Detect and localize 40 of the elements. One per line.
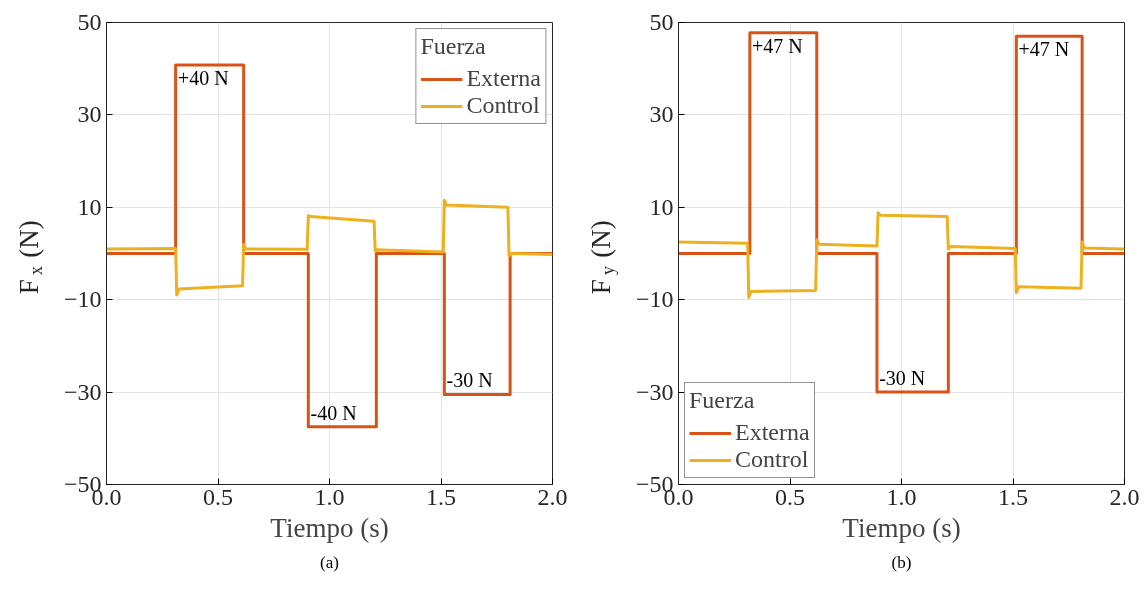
y-axis-title: Fx (N) — [13, 220, 46, 295]
legend-title: Fuerza — [689, 387, 756, 414]
legend-label: Control — [735, 446, 809, 473]
x-axis-title: Tiempo (s) — [842, 512, 961, 543]
x-tick-label: 0.5 — [775, 483, 805, 510]
y-axis-title: Fy (N) — [585, 220, 618, 295]
annotation: -30 N — [879, 367, 926, 390]
y-tick-label: 30 — [77, 101, 102, 128]
y-tick-label: 50 — [77, 9, 102, 35]
line-series — [678, 211, 1125, 299]
annotation: +47 N — [1018, 38, 1070, 61]
y-tick-label: −30 — [63, 378, 102, 405]
y-tick-label: −10 — [635, 286, 674, 313]
legend-label: Externa — [466, 65, 541, 92]
legend-label: Externa — [735, 419, 810, 446]
x-axis-title: Tiempo (s) — [270, 512, 389, 543]
legend-label: Control — [466, 92, 540, 119]
x-tick-label: 1.5 — [998, 483, 1028, 510]
text: (b) — [891, 552, 912, 572]
x-tick-label: 1.0 — [314, 483, 345, 510]
annotation: -30 N — [446, 369, 493, 392]
y-tick-label: 50 — [649, 9, 674, 35]
annotation: +47 N — [752, 34, 803, 57]
y-tick-label: 10 — [649, 193, 674, 220]
y-tick-label: 30 — [649, 101, 674, 128]
text: (a) — [320, 552, 339, 572]
line-series — [106, 198, 553, 297]
y-tick-label: 10 — [77, 193, 102, 220]
annotation: -40 N — [310, 401, 357, 424]
annotation: +40 N — [177, 67, 229, 89]
y-tick-label: −30 — [635, 378, 674, 405]
x-tick-label: 1.0 — [886, 483, 917, 510]
x-tick-label: 0.5 — [203, 483, 233, 510]
y-tick-label: −10 — [63, 286, 102, 313]
legend-title: Fuerza — [420, 33, 487, 60]
line-series — [106, 63, 553, 429]
line-series — [678, 31, 1125, 394]
x-tick-label: 2.0 — [1109, 483, 1140, 510]
x-tick-label: 1.5 — [426, 483, 456, 510]
x-tick-label: 2.0 — [537, 483, 568, 510]
